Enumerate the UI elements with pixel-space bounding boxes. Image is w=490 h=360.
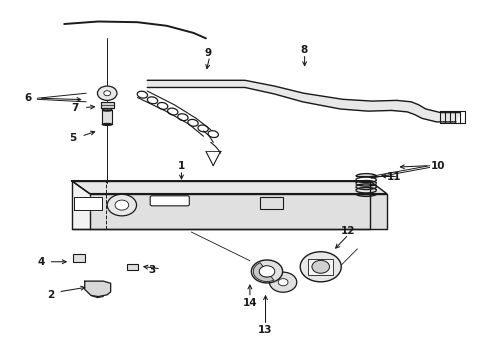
Text: 7: 7 <box>71 103 79 113</box>
Circle shape <box>251 260 283 283</box>
Polygon shape <box>85 281 111 297</box>
Text: 5: 5 <box>70 133 76 143</box>
Polygon shape <box>72 181 387 194</box>
Circle shape <box>104 91 111 96</box>
Bar <box>127 264 138 270</box>
Text: 8: 8 <box>300 45 307 55</box>
Polygon shape <box>392 100 460 122</box>
Circle shape <box>278 279 288 286</box>
Circle shape <box>259 266 275 277</box>
Polygon shape <box>74 197 102 211</box>
Bar <box>308 259 333 275</box>
Circle shape <box>300 252 341 282</box>
Text: 4: 4 <box>37 257 45 267</box>
Polygon shape <box>147 80 396 111</box>
Circle shape <box>115 200 129 210</box>
Text: 10: 10 <box>431 161 445 171</box>
Text: 13: 13 <box>258 325 273 335</box>
FancyBboxPatch shape <box>150 196 189 206</box>
Text: 3: 3 <box>148 265 156 275</box>
Polygon shape <box>102 110 112 125</box>
Text: 1: 1 <box>178 161 185 171</box>
Text: 9: 9 <box>205 48 212 58</box>
Text: 6: 6 <box>24 93 31 103</box>
Polygon shape <box>101 102 114 108</box>
Circle shape <box>107 194 137 216</box>
Text: 2: 2 <box>47 291 54 301</box>
Text: 11: 11 <box>387 172 401 182</box>
Text: 14: 14 <box>243 298 257 308</box>
Circle shape <box>312 260 330 273</box>
Text: 12: 12 <box>341 226 355 236</box>
Bar <box>260 197 283 210</box>
Bar <box>73 254 85 262</box>
Circle shape <box>270 272 297 292</box>
Polygon shape <box>72 181 369 229</box>
Wedge shape <box>253 263 274 282</box>
Polygon shape <box>90 194 387 229</box>
Circle shape <box>98 86 117 100</box>
